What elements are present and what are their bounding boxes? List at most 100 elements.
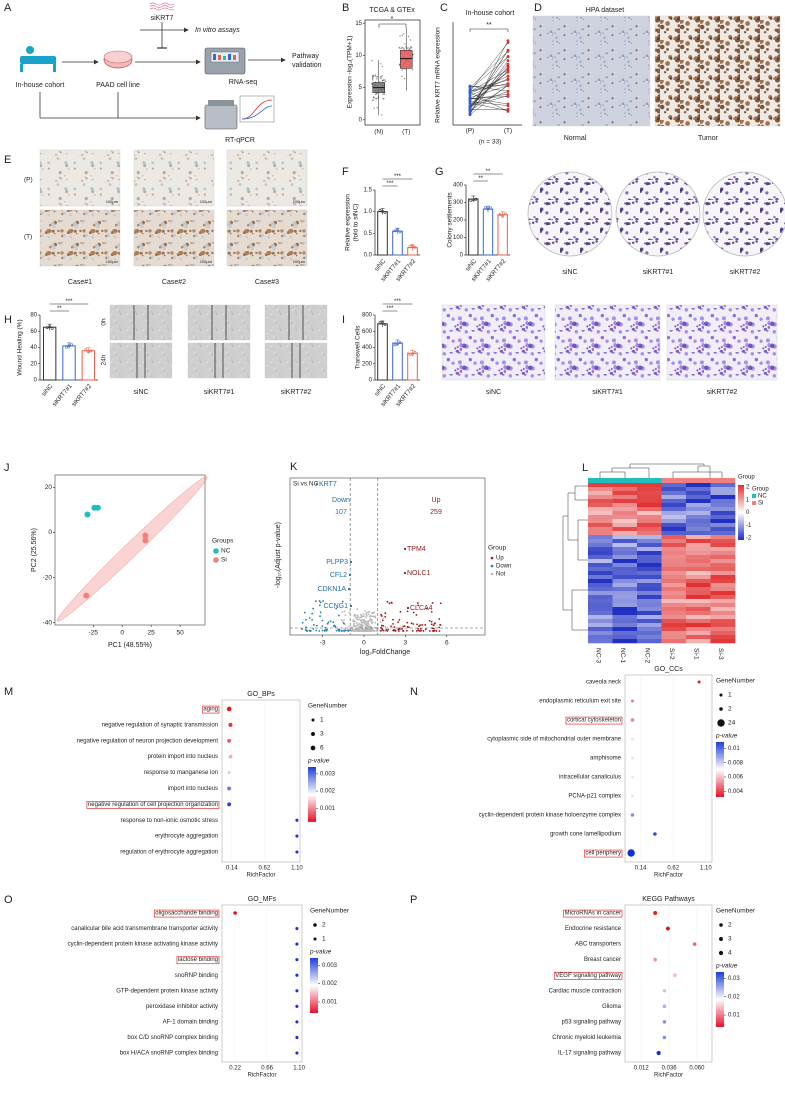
- heat-cell: [661, 547, 687, 552]
- volcano-dot: [370, 629, 373, 632]
- jitter-dot: [404, 43, 406, 45]
- volcano-dot: [430, 610, 433, 613]
- micrograph: [187, 342, 251, 379]
- heat-cell: [661, 615, 687, 620]
- jitter-dot: [409, 48, 411, 50]
- heat-cell: [661, 555, 687, 560]
- label: ***: [386, 306, 394, 312]
- scale-label: -1: [746, 523, 752, 529]
- heat-cell: [710, 563, 736, 568]
- plot-frame: [624, 904, 713, 1063]
- heat-cell: [612, 595, 638, 600]
- heat-cell: [686, 619, 711, 624]
- jitter-dot: [383, 93, 385, 95]
- y-tick-label: 400: [453, 183, 464, 189]
- heat-cell: [661, 551, 687, 556]
- scale-label: 0.001: [322, 1000, 338, 1006]
- micrograph: [109, 304, 173, 341]
- volcano-dot: [368, 619, 371, 622]
- jitter-dot: [372, 79, 374, 81]
- volcano-dot: [415, 614, 418, 616]
- volcano-dot: [406, 621, 409, 624]
- heat-cell: [710, 635, 736, 640]
- heat-cell: [637, 539, 662, 544]
- heat-cell: [661, 495, 687, 500]
- legend-label: 3: [728, 936, 732, 943]
- jitter-dot: [384, 80, 387, 83]
- x-tick-label: 50: [176, 630, 184, 637]
- volcano-dot: [401, 628, 403, 630]
- volcano-dot: [333, 624, 336, 627]
- heat-cell: [661, 527, 687, 532]
- jitter-dot: [375, 93, 378, 95]
- heat-cell: [661, 503, 687, 508]
- highlight-box: [153, 909, 220, 918]
- volcano-dot: [356, 623, 359, 626]
- term-label: Breast cancer: [584, 957, 621, 963]
- legend-label: 6: [320, 745, 324, 752]
- volcano-dot: [416, 623, 419, 626]
- cohort-bed: [20, 56, 56, 64]
- volcano-dot: [356, 608, 358, 611]
- dot: [295, 973, 299, 977]
- replicate-dot: [501, 214, 505, 218]
- dot: [226, 706, 232, 712]
- jitter-dot: [376, 107, 378, 109]
- heat-cell: [710, 555, 736, 560]
- jitter-dot: [371, 59, 373, 62]
- panel-label: N: [410, 686, 418, 698]
- volcano-dot: [439, 602, 442, 605]
- heat-cell: [612, 555, 638, 560]
- heat-cell: [588, 619, 613, 624]
- pair-dot: [468, 92, 472, 95]
- volcano-dot: [332, 621, 335, 624]
- y-tick-label: 600: [362, 329, 373, 335]
- heat-cell: [661, 583, 687, 588]
- heat-cell: [710, 615, 736, 620]
- heat-cell: [661, 575, 687, 580]
- heat-cell: [637, 523, 662, 528]
- label: **: [486, 22, 492, 29]
- x-tick-label: -3: [320, 640, 326, 647]
- volcano-dot: [430, 623, 433, 626]
- dot: [295, 850, 299, 854]
- heat-cell: [710, 583, 736, 588]
- jitter-dot: [403, 48, 405, 51]
- heat-cell: [588, 567, 613, 572]
- volcano-dot: [341, 611, 344, 613]
- heat-cell: [612, 571, 638, 576]
- term-label: response to non-ionic osmotic stress: [121, 818, 218, 824]
- term-label: caveola neck: [586, 680, 622, 686]
- heat-cell: [637, 487, 662, 492]
- volcano-dot: [355, 621, 358, 624]
- dot: [697, 680, 701, 684]
- colony-plate: [615, 171, 701, 257]
- label: RichFactor: [246, 873, 275, 879]
- jitter-dot: [371, 77, 374, 79]
- panel-label: P: [410, 894, 417, 906]
- heat-cell: [686, 599, 711, 604]
- volcano-dot: [410, 622, 413, 625]
- label: RT-qPCR: [225, 137, 255, 144]
- heat-cell: [686, 615, 711, 620]
- heat-cell: [612, 487, 638, 492]
- label: 259: [430, 509, 442, 516]
- heat-cell: [661, 559, 687, 564]
- volcano-dot: [384, 615, 387, 618]
- heat-cell: [637, 631, 662, 636]
- qpcr-machine: [204, 104, 238, 130]
- group-bar: [588, 478, 662, 483]
- pair-line: [469, 85, 509, 99]
- y-tick-label: 800: [362, 313, 373, 319]
- label: CFL2: [330, 572, 347, 579]
- heat-cell: [612, 503, 638, 508]
- scale-label: 0.001: [320, 806, 336, 812]
- micrograph: [554, 304, 661, 381]
- heat-cell: [686, 535, 711, 540]
- term-label: intracellular canaliculus: [559, 775, 621, 781]
- heat-cell: [612, 591, 638, 596]
- jitter-dot: [412, 53, 414, 56]
- label: *: [391, 16, 394, 23]
- heat-cell: [588, 591, 613, 596]
- column-label: Si-3: [717, 648, 724, 660]
